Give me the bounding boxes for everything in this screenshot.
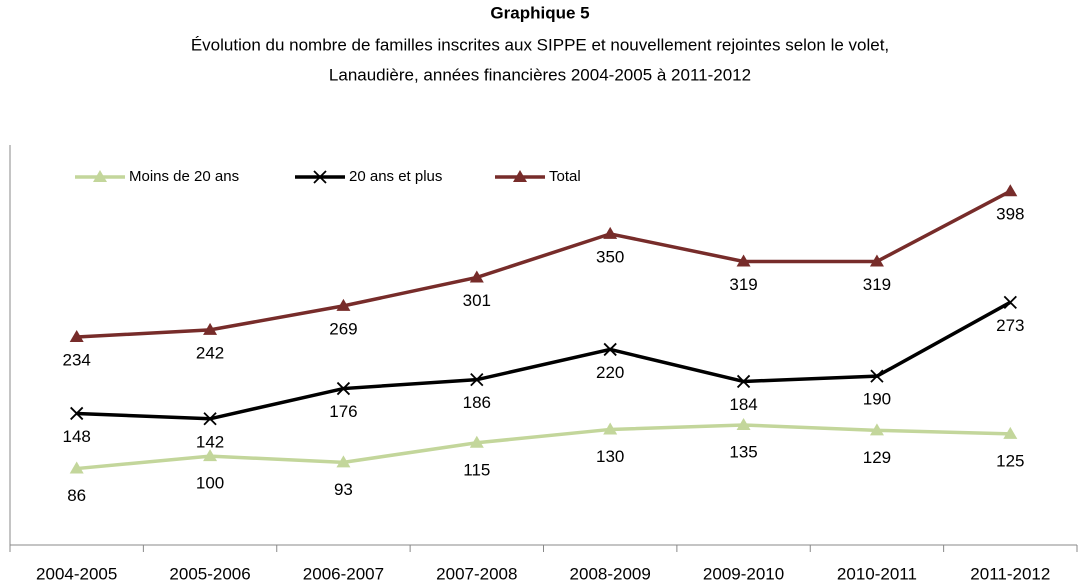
marker xyxy=(603,226,618,239)
x-tick-label: 2004-2005 xyxy=(36,564,117,583)
data-label: 186 xyxy=(463,393,491,412)
legend-label: Total xyxy=(549,168,581,185)
data-label: 319 xyxy=(863,275,891,294)
marker xyxy=(870,369,884,383)
data-label: 115 xyxy=(463,460,490,479)
chart-title: Graphique 5 xyxy=(490,3,589,22)
marker xyxy=(869,254,884,267)
marker xyxy=(313,170,327,184)
x-tick-label: 2008-2009 xyxy=(570,564,651,583)
chart-subtitle: Évolution du nombre de familles inscrite… xyxy=(191,35,889,54)
marker xyxy=(469,270,484,283)
x-tick-label: 2011-2012 xyxy=(970,564,1050,583)
marker xyxy=(470,373,484,387)
marker xyxy=(603,342,617,357)
marker xyxy=(336,381,351,396)
data-label: 269 xyxy=(329,319,357,338)
marker xyxy=(1003,295,1017,309)
data-label: 100 xyxy=(196,474,224,493)
marker xyxy=(203,322,218,335)
data-label: 301 xyxy=(463,291,491,310)
x-tick-label: 2009-2010 xyxy=(703,564,784,583)
data-label: 135 xyxy=(729,442,757,461)
x-tick-label: 2006-2007 xyxy=(303,564,384,583)
data-label: 234 xyxy=(63,350,91,369)
data-label: 350 xyxy=(596,247,624,266)
legend-label: Moins de 20 ans xyxy=(129,168,239,185)
data-label: 190 xyxy=(863,390,891,409)
marker xyxy=(70,406,84,421)
marker xyxy=(336,455,351,468)
x-tick-label: 2005-2006 xyxy=(169,564,250,583)
data-label: 398 xyxy=(996,205,1024,224)
data-label: 148 xyxy=(63,427,91,446)
marker xyxy=(603,422,618,435)
data-label: 176 xyxy=(329,402,357,421)
marker xyxy=(736,374,751,389)
series-line xyxy=(76,423,1011,471)
data-label: 319 xyxy=(729,275,757,294)
data-label: 129 xyxy=(863,448,891,467)
marker xyxy=(203,449,218,462)
marker xyxy=(736,254,751,267)
series-line xyxy=(76,300,1012,421)
x-tick-label: 2007-2008 xyxy=(436,564,517,583)
data-label: 142 xyxy=(196,432,224,451)
marker xyxy=(736,418,751,430)
data-label: 220 xyxy=(596,363,624,382)
marker xyxy=(469,435,484,448)
data-label: 184 xyxy=(729,395,757,414)
data-label: 273 xyxy=(996,316,1024,335)
x-tick-label: 2010-2011 xyxy=(837,564,917,583)
marker xyxy=(93,170,107,182)
marker xyxy=(869,423,884,436)
legend-label: 20 ans et plus xyxy=(349,168,442,185)
marker xyxy=(513,170,527,182)
marker xyxy=(69,461,84,474)
marker xyxy=(336,298,351,311)
series-line xyxy=(76,189,1012,339)
marker xyxy=(1003,426,1018,439)
data-label: 242 xyxy=(196,343,224,362)
marker xyxy=(203,412,217,426)
chart-subtitle: Lanaudière, années financières 2004-2005… xyxy=(329,65,751,84)
data-label: 86 xyxy=(67,486,86,505)
data-label: 93 xyxy=(334,480,353,499)
marker xyxy=(1003,184,1018,197)
data-label: 125 xyxy=(996,451,1024,470)
data-label: 130 xyxy=(596,447,624,466)
marker xyxy=(69,330,84,342)
